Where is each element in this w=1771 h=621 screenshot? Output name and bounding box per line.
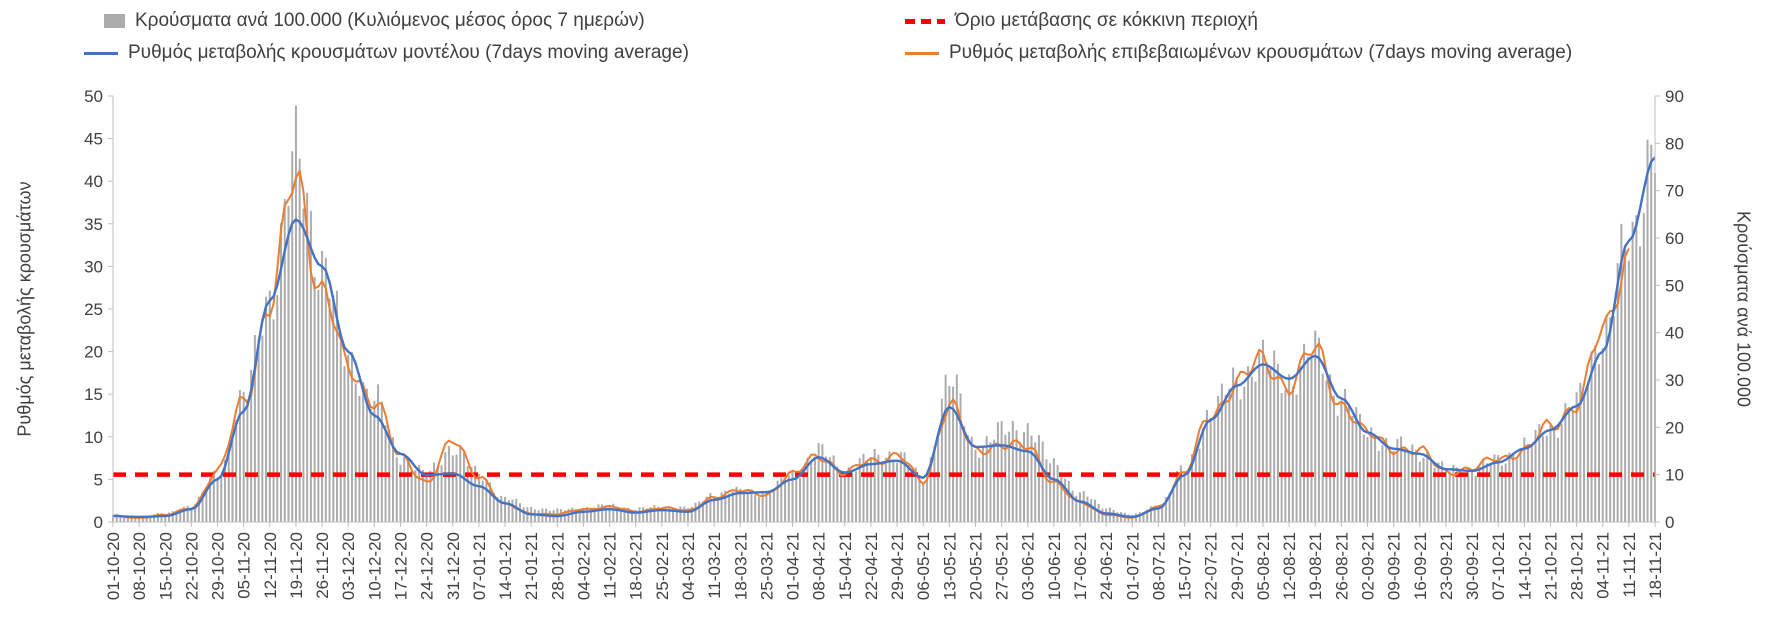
svg-text:28-01-21: 28-01-21: [548, 532, 567, 600]
legend-item-model-line: Ρυθμός μεταβολής κρουσμάτων μοντέλου (7d…: [84, 40, 689, 66]
svg-text:03-06-21: 03-06-21: [1019, 532, 1038, 600]
svg-text:21-10-21: 21-10-21: [1541, 532, 1560, 600]
svg-text:25-02-21: 25-02-21: [653, 532, 672, 600]
svg-text:45: 45: [84, 130, 103, 149]
svg-text:08-04-21: 08-04-21: [810, 532, 829, 600]
svg-text:10: 10: [1665, 466, 1684, 485]
svg-text:13-05-21: 13-05-21: [940, 532, 959, 600]
svg-text:20-05-21: 20-05-21: [966, 532, 985, 600]
svg-text:30: 30: [1665, 371, 1684, 390]
svg-text:19-08-21: 19-08-21: [1306, 532, 1325, 600]
svg-text:29-10-20: 29-10-20: [208, 532, 227, 600]
svg-text:11-11-21: 11-11-21: [1620, 532, 1639, 598]
svg-text:24-06-21: 24-06-21: [1097, 532, 1116, 600]
svg-text:21-01-21: 21-01-21: [522, 532, 541, 600]
svg-text:10-06-21: 10-06-21: [1045, 532, 1064, 600]
legend-item-cases-bars: Κρούσματα ανά 100.000 (Κυλιόμενος μέσος …: [104, 8, 645, 34]
svg-text:06-05-21: 06-05-21: [914, 532, 933, 600]
svg-text:09-09-21: 09-09-21: [1385, 532, 1404, 600]
svg-text:08-07-21: 08-07-21: [1149, 532, 1168, 600]
svg-text:19-11-20: 19-11-20: [287, 532, 306, 599]
svg-text:40: 40: [1665, 324, 1684, 343]
legend-item-threshold: Όριο μετάβασης σε κόκκινη περιοχή: [905, 8, 1258, 34]
svg-text:10: 10: [84, 428, 103, 447]
svg-text:01-04-21: 01-04-21: [783, 532, 802, 600]
svg-text:04-02-21: 04-02-21: [574, 532, 593, 600]
svg-text:07-10-21: 07-10-21: [1489, 532, 1508, 600]
svg-text:15: 15: [84, 385, 103, 404]
svg-text:26-11-20: 26-11-20: [313, 532, 332, 599]
svg-text:18-02-21: 18-02-21: [627, 532, 646, 600]
svg-text:5: 5: [94, 470, 103, 489]
svg-text:Κρούσματα ανά 100.000: Κρούσματα ανά 100.000: [1734, 211, 1754, 407]
legend-label-threshold: Όριο μετάβασης σε κόκκινη περιοχή: [955, 10, 1258, 31]
svg-text:20: 20: [1665, 418, 1684, 437]
svg-text:50: 50: [84, 87, 103, 106]
legend-item-confirmed-line: Ρυθμός μεταβολής επιβεβαιωμένων κρουσμάτ…: [905, 40, 1572, 66]
svg-text:22-04-21: 22-04-21: [862, 532, 881, 600]
svg-text:12-08-21: 12-08-21: [1280, 532, 1299, 600]
svg-text:29-04-21: 29-04-21: [888, 532, 907, 600]
svg-text:80: 80: [1665, 134, 1684, 153]
svg-text:25-03-21: 25-03-21: [757, 532, 776, 600]
svg-text:35: 35: [84, 215, 103, 234]
svg-text:18-03-21: 18-03-21: [731, 532, 750, 600]
svg-text:0: 0: [94, 513, 103, 532]
legend-label-model-line: Ρυθμός μεταβολής κρουσμάτων μοντέλου (7d…: [128, 42, 689, 63]
svg-text:15-04-21: 15-04-21: [836, 532, 855, 600]
svg-text:11-03-21: 11-03-21: [705, 532, 724, 599]
svg-text:70: 70: [1665, 182, 1684, 201]
svg-text:17-06-21: 17-06-21: [1071, 532, 1090, 600]
svg-text:01-07-21: 01-07-21: [1123, 532, 1142, 600]
svg-text:04-11-21: 04-11-21: [1594, 532, 1613, 599]
bar-series-swatch-icon: [104, 14, 125, 28]
svg-text:30-09-21: 30-09-21: [1463, 532, 1482, 600]
threshold-dash-swatch-icon: [905, 18, 945, 24]
svg-text:27-05-21: 27-05-21: [993, 532, 1012, 600]
svg-text:12-11-20: 12-11-20: [261, 532, 280, 599]
svg-text:26-08-21: 26-08-21: [1332, 532, 1351, 600]
legend-label-confirmed-line: Ρυθμός μεταβολής επιβεβαιωμένων κρουσμάτ…: [949, 42, 1573, 63]
svg-text:90: 90: [1665, 87, 1684, 106]
svg-text:17-12-20: 17-12-20: [391, 532, 410, 600]
svg-text:28-10-21: 28-10-21: [1568, 532, 1587, 600]
svg-text:Ρυθμός μεταβολής κρουσμάτων: Ρυθμός μεταβολής κρουσμάτων: [14, 181, 34, 436]
svg-text:40: 40: [84, 172, 103, 191]
svg-text:22-10-20: 22-10-20: [182, 532, 201, 600]
svg-text:50: 50: [1665, 276, 1684, 295]
svg-text:10-12-20: 10-12-20: [365, 532, 384, 600]
confirmed-line-swatch-icon: [905, 51, 939, 55]
svg-text:15-07-21: 15-07-21: [1176, 532, 1195, 600]
svg-text:15-10-20: 15-10-20: [156, 532, 175, 600]
svg-text:31-12-20: 31-12-20: [444, 532, 463, 600]
svg-text:01-10-20: 01-10-20: [104, 532, 123, 600]
svg-text:03-12-20: 03-12-20: [339, 532, 358, 600]
svg-text:20: 20: [84, 343, 103, 362]
svg-text:08-10-20: 08-10-20: [130, 532, 149, 600]
svg-text:14-10-21: 14-10-21: [1515, 532, 1534, 600]
svg-text:11-02-21: 11-02-21: [601, 532, 620, 599]
svg-text:14-01-21: 14-01-21: [496, 532, 515, 600]
svg-text:07-01-21: 07-01-21: [470, 532, 489, 600]
svg-text:16-09-21: 16-09-21: [1411, 532, 1430, 600]
model-line-swatch-icon: [84, 51, 118, 55]
svg-text:22-07-21: 22-07-21: [1202, 532, 1221, 600]
svg-text:60: 60: [1665, 229, 1684, 248]
svg-text:24-12-20: 24-12-20: [418, 532, 437, 600]
svg-text:05-11-20: 05-11-20: [235, 532, 254, 599]
svg-text:04-03-21: 04-03-21: [679, 532, 698, 600]
svg-text:0: 0: [1665, 513, 1674, 532]
svg-text:30: 30: [84, 257, 103, 276]
svg-text:05-08-21: 05-08-21: [1254, 532, 1273, 600]
svg-text:29-07-21: 29-07-21: [1228, 532, 1247, 600]
svg-text:18-11-21: 18-11-21: [1646, 532, 1665, 599]
svg-text:23-09-21: 23-09-21: [1437, 532, 1456, 600]
svg-text:25: 25: [84, 300, 103, 319]
svg-text:02-09-21: 02-09-21: [1358, 532, 1377, 600]
legend-label-cases-bars: Κρούσματα ανά 100.000 (Κυλιόμενος μέσος …: [135, 10, 645, 31]
